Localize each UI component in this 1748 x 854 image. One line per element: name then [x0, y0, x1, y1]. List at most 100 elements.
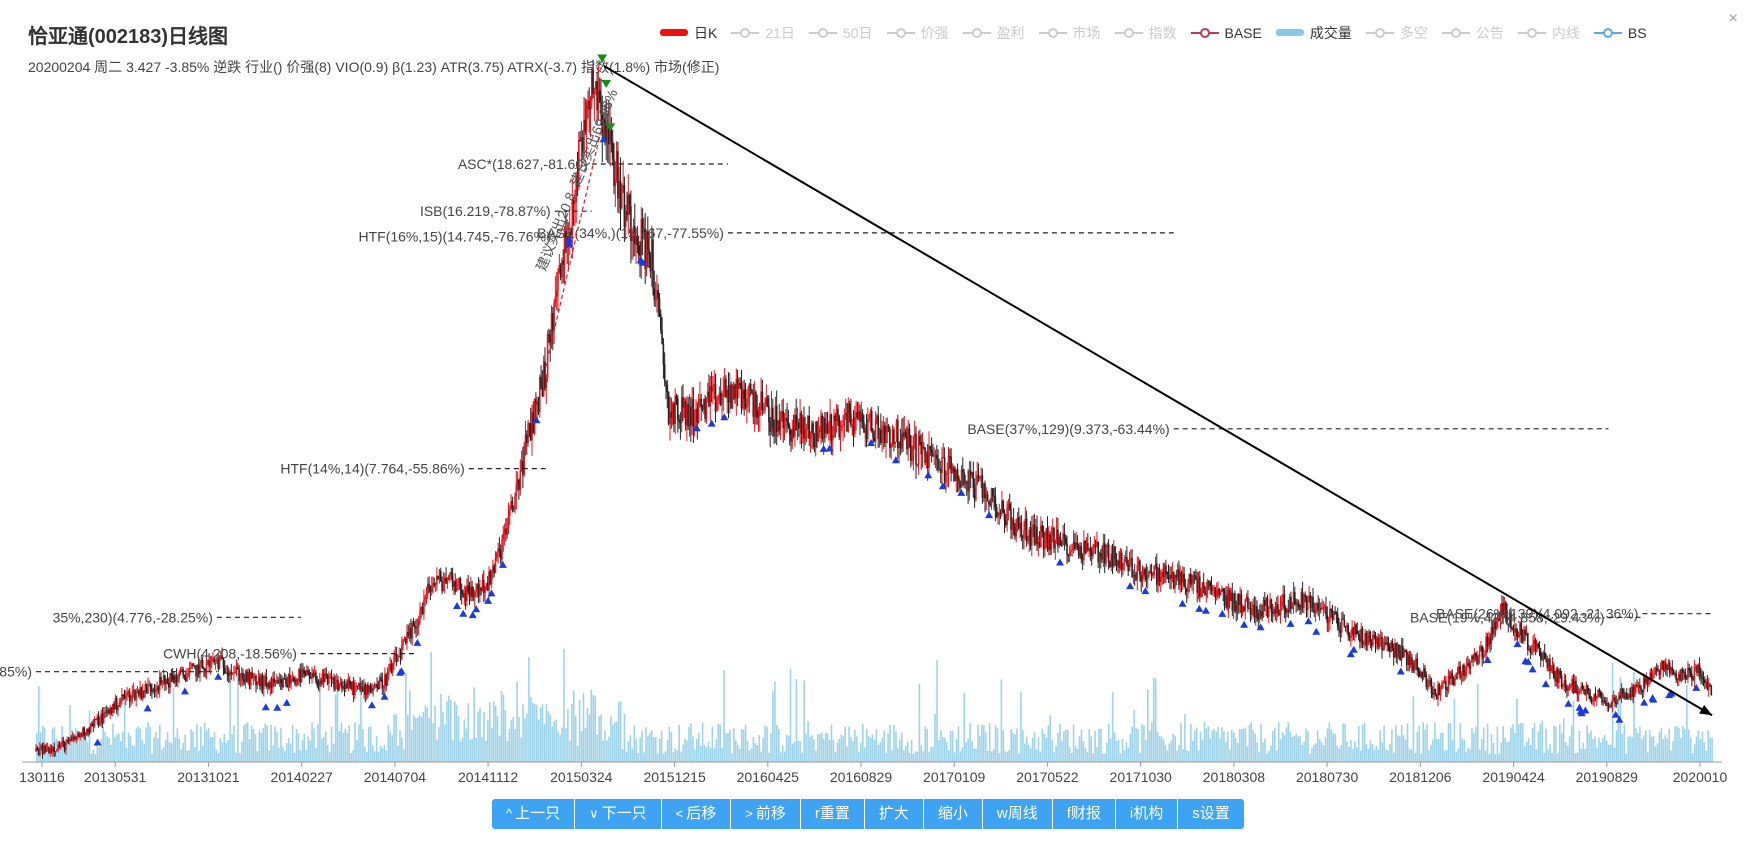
candle-body [108, 709, 110, 714]
zoom-in-button[interactable]: 扩大 [864, 799, 924, 829]
candle-body [755, 392, 757, 411]
weekly-button[interactable]: w周线 [982, 799, 1053, 829]
candle-body [119, 700, 122, 703]
legend-item[interactable]: BASE [1190, 25, 1262, 41]
candle-body [971, 472, 973, 476]
candle-body [929, 446, 932, 450]
volume-bar [1022, 729, 1024, 762]
candle-body [934, 454, 937, 456]
volume-bar [1680, 737, 1682, 762]
candle-body [1399, 650, 1401, 661]
volume-bar [1439, 733, 1442, 762]
candle-body [1571, 679, 1573, 686]
buy-marker-icon [938, 482, 947, 490]
candle-body [1594, 693, 1597, 699]
volume-bar [637, 753, 639, 762]
volume-bar [1512, 724, 1514, 762]
volume-bar [129, 735, 132, 762]
volume-bar [737, 744, 739, 762]
reset-button[interactable]: r重置 [800, 799, 865, 829]
candle-body [994, 497, 997, 508]
candle-body [95, 719, 97, 721]
volume-bar [731, 753, 733, 762]
legend-item[interactable]: 价强 [886, 23, 949, 43]
candle-body [1249, 608, 1252, 615]
legend-item[interactable]: 盈利 [962, 23, 1025, 43]
volume-bar [1119, 753, 1122, 762]
candle-body [631, 235, 633, 242]
financials-button[interactable]: f财报 [1052, 799, 1116, 829]
prev-stock-button[interactable]: ^ 上一只 [492, 799, 576, 829]
volume-bar [371, 745, 374, 762]
shift-back-button[interactable]: < 后移 [661, 799, 732, 829]
volume-bar [1340, 745, 1342, 762]
volume-bar [520, 737, 522, 762]
candle-body [1642, 677, 1645, 693]
candle-body [1662, 660, 1664, 671]
candle-body [941, 457, 943, 473]
candle-body [801, 417, 804, 434]
legend-item[interactable]: 内线 [1517, 23, 1580, 43]
buy-marker-icon [1141, 587, 1150, 595]
candle-body [1586, 685, 1589, 692]
volume-bar [1535, 749, 1538, 762]
buy-marker-icon [1521, 657, 1530, 665]
candlestick-chart[interactable]: 3.719,-7.85%)35%,230)(4.776,-28.25%)CWH(… [0, 0, 1748, 790]
candle-body [50, 748, 53, 752]
base-line-label: ASC*(18.627,-81.60) [458, 156, 588, 172]
volume-bar [377, 751, 380, 762]
volume-bar [1473, 733, 1475, 762]
close-icon[interactable]: × [1728, 10, 1738, 27]
candle-body [303, 670, 305, 674]
buy-marker-icon [1056, 558, 1064, 566]
candle-body [1240, 594, 1243, 614]
volume-bar [502, 694, 505, 762]
shift-forward-button[interactable]: > 前移 [731, 799, 801, 829]
legend-item[interactable]: BS [1593, 25, 1647, 41]
legend-label: 盈利 [996, 25, 1025, 41]
candle-body [1620, 688, 1623, 699]
volume-bar [1346, 741, 1348, 762]
candle-body [377, 688, 380, 689]
volume-bar [414, 717, 417, 762]
volume-bar [393, 714, 395, 762]
volume-bar [1670, 750, 1672, 762]
candle-body [868, 417, 870, 419]
next-stock-button[interactable]: ∨ 下一只 [575, 799, 662, 829]
candle-body [986, 494, 989, 501]
candle-body [1161, 572, 1163, 577]
volume-bar [879, 742, 882, 762]
legend-item[interactable]: 日K [660, 23, 717, 43]
volume-bar [184, 734, 186, 762]
legend-item[interactable]: 指数 [1114, 23, 1177, 43]
candle-body [932, 452, 934, 456]
candle-body [1632, 686, 1634, 697]
volume-bar [1197, 750, 1200, 762]
volume-bar [219, 738, 222, 762]
candle-body [803, 417, 805, 439]
settings-button[interactable]: s设置 [1178, 799, 1244, 829]
legend-item[interactable]: 成交量 [1275, 23, 1352, 43]
legend-item[interactable]: 50日 [808, 23, 873, 43]
zoom-out-button[interactable]: 缩小 [923, 799, 983, 829]
legend-item[interactable]: 公告 [1441, 23, 1504, 43]
volume-bar [733, 728, 735, 762]
volume-bar [942, 736, 944, 762]
candle-body [811, 423, 813, 433]
candle-body [403, 638, 406, 640]
volume-bar [944, 737, 946, 762]
candle-body [768, 405, 770, 423]
volume-bar [483, 711, 485, 762]
candle-body [57, 744, 59, 751]
institutions-button[interactable]: i机构 [1115, 799, 1179, 829]
candle-body [200, 660, 203, 663]
candle-body [693, 426, 696, 428]
legend-item[interactable]: 多空 [1365, 23, 1428, 43]
volume-bar [192, 731, 194, 762]
legend-item[interactable]: 市场 [1038, 23, 1101, 43]
candle-body [177, 677, 179, 683]
legend-item[interactable]: 21日 [731, 23, 795, 43]
candle-body [670, 411, 673, 418]
volume-bar [155, 732, 157, 762]
candle-body [751, 390, 753, 394]
